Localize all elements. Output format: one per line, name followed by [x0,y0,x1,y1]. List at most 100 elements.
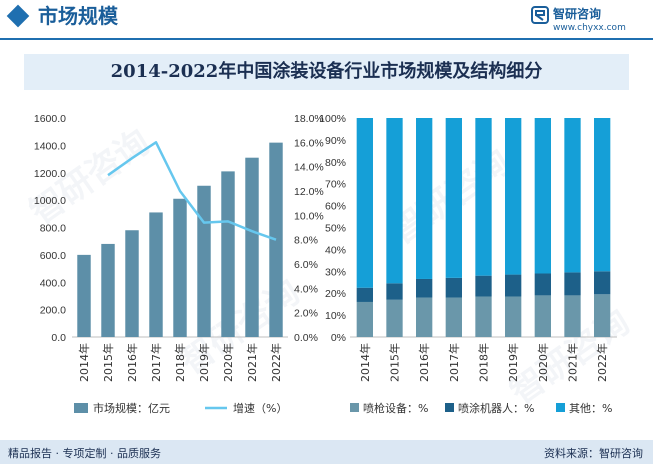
y-right-tick-label: 2.0% [294,308,318,320]
y-right-tick-label: 8.0% [294,235,318,247]
stack-segment-other [594,118,611,272]
legend-label-growth-rate: 增速（%） [233,401,287,415]
y-tick-label: 40% [325,244,346,256]
x-tick-label: 2017年 [149,343,163,382]
x-tick-label: 2014年 [77,343,91,382]
y-left-tick-label: 200.0 [40,305,66,317]
stack-segment-other [534,118,551,274]
y-tick-label: 20% [325,288,346,300]
x-tick-label: 2021年 [566,343,580,382]
market-size-bar [221,171,235,337]
y-left-tick-label: 1000.0 [34,195,66,207]
x-tick-label: 2016年 [125,343,139,382]
stack-segment-spray-robot [594,271,611,295]
x-tick-label: 2017年 [447,343,461,382]
stack-segment-spray-robot [534,273,551,296]
y-tick-label: 90% [325,135,346,147]
stack-segment-spray-robot [386,283,403,300]
stack-segment-other [564,118,581,273]
y-tick-label: 30% [325,266,346,278]
stack-segment-spray-gun [386,299,403,337]
x-tick-label: 2021年 [245,343,259,382]
x-tick-label: 2015年 [388,343,402,382]
y-right-tick-label: 16.0% [294,137,324,149]
stack-segment-spray-robot [505,274,522,297]
header: 市场规模 智研咨询 www.chyxx.com [0,0,653,40]
legend-swatch-spray-gun [350,403,359,412]
market-size-bar [197,185,211,337]
x-tick-label: 2019年 [506,343,520,382]
y-tick-label: 100% [319,113,346,125]
stack-segment-spray-robot [445,277,462,298]
logo-icon [531,6,549,24]
y-right-tick-label: 0.0% [294,332,318,344]
y-right-tick-label: 18.0% [294,113,324,125]
stack-segment-spray-robot [475,275,492,297]
x-tick-label: 2018年 [477,343,491,382]
market-size-bar [77,254,91,337]
y-right-tick-label: 14.0% [294,162,324,174]
y-right-tick-label: 6.0% [294,259,318,271]
chart-title-band: 2014-2022年中国涂装设备行业市场规模及结构细分 [24,54,629,90]
x-tick-label: 2020年 [221,343,235,382]
x-tick-label: 2022年 [595,343,609,382]
y-left-tick-label: 1600.0 [34,113,66,125]
market-size-bar [173,198,187,337]
market-size-bar [125,230,139,337]
market-size-bar [245,157,259,337]
growth-rate-line [107,141,277,241]
market-size-bar [269,142,283,337]
market-size-bar [149,212,163,337]
y-right-tick-label: 4.0% [294,283,318,295]
stack-segment-spray-gun [445,297,462,337]
stack-segment-spray-robot [564,272,581,296]
header-divider [0,38,653,40]
stack-segment-spray-gun [564,295,581,337]
legend-label-spray-gun: 喷枪设备：% [363,401,428,415]
y-left-tick-label: 600.0 [40,250,66,262]
stack-segment-spray-gun [416,297,433,337]
legend-label-market-size: 市场规模：亿元 [93,401,170,415]
brand-logo: 智研咨询 www.chyxx.com [531,4,641,36]
legend-swatch-market-size [74,403,88,413]
x-tick-label: 2018年 [173,343,187,382]
stack-segment-other [505,118,522,275]
chart-title: 2014-2022年中国涂装设备行业市场规模及结构细分 [110,61,543,82]
stack-segment-other [356,118,373,288]
y-left-tick-label: 0.0 [51,332,66,344]
stack-segment-spray-robot [416,278,433,298]
footer-source: 资料来源：智研咨询 [544,447,643,460]
legend-label-other: 其他：% [569,402,612,415]
stack-segment-spray-gun [534,295,551,337]
stack-segment-other [445,118,462,278]
x-tick-label: 2015年 [101,343,115,382]
y-left-tick-label: 800.0 [40,223,66,235]
stack-segment-spray-gun [475,296,492,337]
x-tick-label: 2022年 [269,343,283,382]
x-tick-label: 2019年 [197,343,211,382]
legend-swatch-spray-robot [445,403,454,412]
y-tick-label: 50% [325,223,346,235]
y-left-tick-label: 1200.0 [34,168,66,180]
y-tick-label: 10% [325,310,346,322]
market-size-bar [101,243,115,337]
logo-url: www.chyxx.com [553,23,626,33]
y-right-tick-label: 12.0% [294,186,324,198]
x-tick-label: 2016年 [417,343,431,382]
footer: 精品报告 · 专项定制 · 品质服务 资料来源：智研咨询 [0,440,653,464]
stack-segment-spray-gun [594,294,611,337]
stack-segment-other [416,118,433,279]
stack-segment-spray-robot [356,287,373,302]
stack-segment-spray-gun [505,296,522,337]
y-right-tick-label: 10.0% [294,210,324,222]
logo-name: 智研咨询 [553,7,602,21]
stack-segment-spray-gun [356,301,373,337]
footer-slogan: 精品报告 · 专项定制 · 品质服务 [8,447,161,460]
y-tick-label: 60% [325,201,346,213]
x-tick-label: 2020年 [536,343,550,382]
legend-label-spray-robot: 喷涂机器人：% [458,401,534,415]
y-tick-label: 0% [331,332,346,344]
stack-segment-other [386,118,403,284]
page-title: 市场规模 [38,4,118,28]
